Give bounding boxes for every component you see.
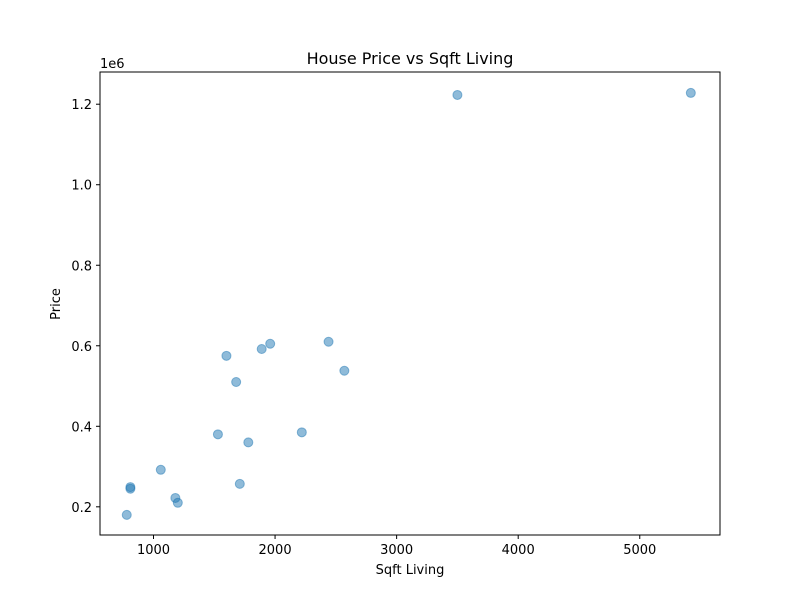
scatter-point [155, 464, 166, 475]
scatter-point [125, 483, 136, 494]
scatter-point [323, 336, 334, 347]
y-axis-label: Price [49, 288, 64, 320]
data-points [121, 87, 696, 520]
y-tick-label: 0.6 [71, 340, 92, 355]
plot-area [99, 71, 721, 536]
x-axis: 1000 2000 3000 4000 5000 [137, 535, 656, 558]
plot-frame [99, 71, 721, 536]
y-axis: 0.2 0.4 0.6 0.8 1.0 1.2 [71, 98, 100, 516]
scatter-point [256, 343, 267, 354]
x-tick-label: 1000 [137, 543, 170, 558]
scatter-point [685, 87, 696, 98]
x-axis-label: Sqft Living [376, 563, 445, 578]
y-tick-label: 1.2 [71, 98, 92, 113]
scatter-point [212, 429, 223, 440]
y-tick-label: 0.8 [71, 259, 92, 274]
scatter-point [296, 427, 307, 438]
scatter-point [172, 497, 183, 508]
x-tick-label: 5000 [623, 543, 656, 558]
scatter-point [231, 377, 242, 388]
x-tick-label: 4000 [502, 543, 535, 558]
scatter-point [121, 509, 132, 520]
y-offset-label: 1e6 [100, 57, 125, 72]
y-tick-label: 0.4 [71, 420, 92, 435]
scatter-point [339, 365, 350, 376]
chart-title: House Price vs Sqft Living [307, 49, 514, 68]
x-tick-label: 2000 [259, 543, 292, 558]
scatter-point [234, 478, 245, 489]
scatter-point [243, 437, 254, 448]
y-tick-label: 0.2 [71, 501, 92, 516]
scatter-point [265, 338, 276, 349]
scatter-point [221, 350, 232, 361]
scatter-point [452, 89, 463, 100]
y-tick-label: 1.0 [71, 179, 92, 194]
x-tick-label: 3000 [380, 543, 413, 558]
